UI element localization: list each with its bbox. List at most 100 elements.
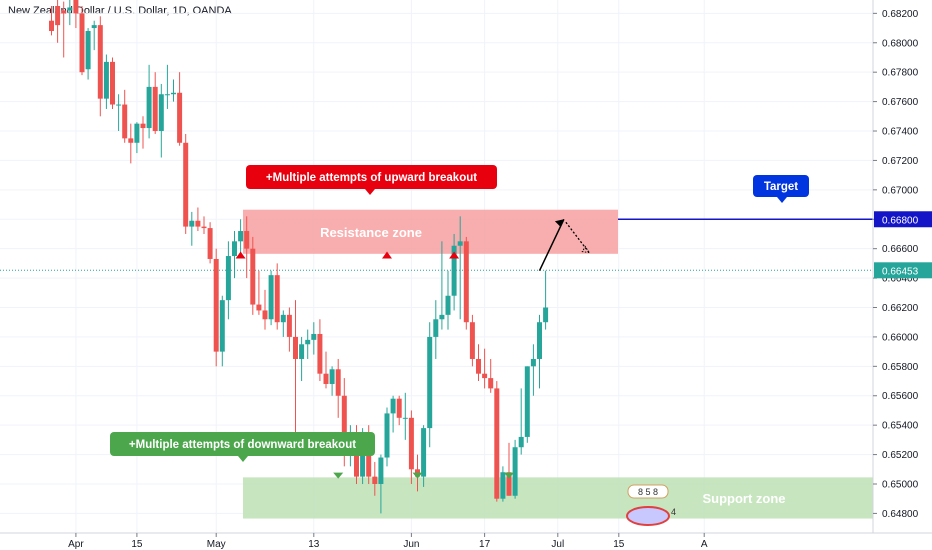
support-zone-label: Support zone — [702, 491, 785, 506]
candle-body — [463, 241, 469, 323]
x-tick-label: A — [701, 539, 708, 550]
y-tick-label: 0.67600 — [882, 97, 919, 108]
candle-body — [49, 20, 54, 32]
candle-body — [500, 472, 506, 499]
support-touch-marker — [412, 472, 423, 479]
candle-body — [433, 319, 439, 337]
y-tick-label: 0.67400 — [882, 127, 919, 138]
candle-body — [195, 220, 201, 227]
y-tick-label: 0.67000 — [882, 185, 919, 196]
candle-body — [469, 322, 475, 359]
badge-count: 4 — [671, 507, 676, 517]
candle-body — [323, 373, 329, 384]
candle-body — [67, 7, 73, 11]
target-callout-text: Target — [764, 181, 798, 193]
candle-body — [354, 442, 359, 477]
candle-body — [171, 92, 176, 95]
candle-body — [134, 123, 140, 143]
candle-body — [402, 417, 408, 419]
candle-body — [384, 413, 390, 458]
y-tick-label: 0.67200 — [882, 156, 919, 167]
candle-body — [250, 248, 256, 305]
candle-body — [293, 336, 298, 359]
candle-body — [518, 436, 524, 448]
zones: Resistance zone Support zone — [243, 209, 875, 519]
candle-body — [61, 10, 67, 14]
candle-body — [280, 314, 286, 323]
candle-body — [213, 258, 219, 352]
support-callout-pointer — [238, 456, 248, 462]
candle-body — [445, 295, 451, 315]
candle-body — [396, 398, 402, 418]
candle-body — [299, 344, 305, 359]
resistance-touch-marker — [382, 251, 392, 259]
x-tick-label: 15 — [131, 539, 143, 550]
candle-body — [158, 94, 164, 132]
y-tick-label: 0.66200 — [882, 303, 919, 314]
target-callout-pointer — [777, 197, 787, 203]
y-tick-label: 0.68200 — [882, 9, 919, 20]
target-price-tag — [874, 211, 932, 228]
projection-arrowhead — [554, 219, 564, 227]
y-tick-label: 0.65800 — [882, 362, 919, 373]
candle-body — [335, 369, 341, 396]
candle-body — [110, 61, 115, 105]
candle-body — [488, 378, 494, 389]
candle-body — [390, 398, 396, 414]
resistance-callout — [246, 165, 497, 189]
candle-body — [152, 86, 158, 132]
candle-body — [177, 92, 183, 143]
x-tick-label: May — [207, 539, 226, 550]
candle-body — [97, 25, 103, 99]
candle-body — [116, 104, 122, 106]
support-zone — [243, 477, 875, 519]
candle-body — [207, 228, 213, 259]
current-price-tag-text: 0.66453 — [882, 266, 919, 277]
projection-arrow — [538, 218, 565, 272]
y-tick-label: 0.66600 — [882, 244, 919, 255]
y-tick-label: 0.66400 — [882, 274, 919, 285]
candle-body — [244, 231, 250, 249]
candle-body — [73, 0, 79, 14]
x-tick-label: Jul — [551, 539, 564, 550]
candle-body — [372, 476, 378, 484]
candle-body — [268, 275, 274, 320]
candle-body — [482, 373, 488, 379]
y-tick-label: 0.64800 — [882, 509, 919, 520]
y-tick-label: 0.67800 — [882, 68, 919, 79]
candle-body — [427, 336, 433, 429]
badge-numbers: 8 5 8 — [638, 487, 658, 497]
y-tick-label: 0.66000 — [882, 332, 919, 343]
candle-body — [543, 307, 549, 323]
candle-body — [494, 388, 500, 499]
candle-body — [457, 241, 463, 246]
candle-body — [103, 61, 109, 99]
candle-body — [183, 142, 189, 227]
candle-body — [146, 86, 152, 129]
support-touch-marker — [504, 472, 514, 479]
candle-body — [530, 358, 536, 367]
annotations: +Multiple attempts of upward breakout +Mu… — [110, 165, 809, 526]
candle-body — [238, 231, 244, 242]
y-tick-label: 0.68000 — [882, 38, 919, 49]
candle-body — [219, 300, 225, 352]
candle-body — [378, 457, 384, 484]
x-tick-label: 13 — [308, 539, 320, 550]
candle-body — [524, 366, 530, 437]
candle-body — [164, 94, 170, 96]
y-tick-label: 0.65400 — [882, 421, 919, 432]
y-tick-label: 0.65600 — [882, 391, 919, 402]
support-callout — [110, 432, 375, 456]
x-tick-label: 15 — [613, 539, 625, 550]
resistance-zone — [243, 209, 618, 254]
candle-body — [311, 333, 317, 340]
candle-body — [122, 104, 128, 139]
x-tick-label: 17 — [479, 539, 491, 550]
y-tick-label: 0.65000 — [882, 479, 919, 490]
badge-bottom — [626, 506, 670, 526]
candle-body — [512, 447, 518, 496]
support-touch-marker — [333, 472, 344, 479]
candle-body — [232, 241, 237, 257]
price-lines — [0, 218, 873, 271]
